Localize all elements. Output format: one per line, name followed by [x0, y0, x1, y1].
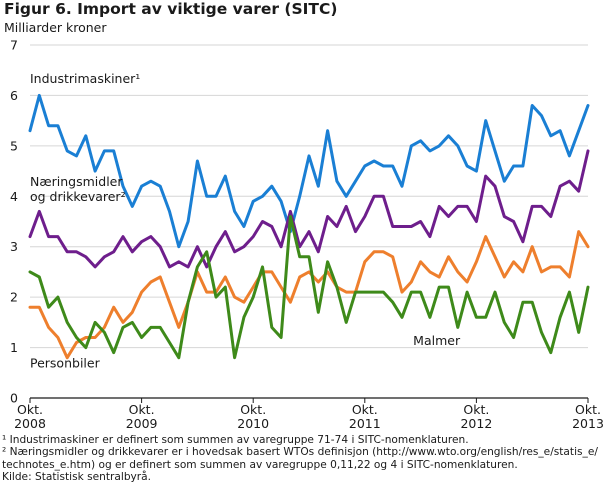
series-label-n-ringsmidler-og-drikkevarer: og drikkevarer² [30, 189, 126, 204]
figure-title: Figur 6. Import av viktige varer (SITC) [4, 0, 338, 18]
source-note: Kilde: Statistisk sentralbyrå. [2, 470, 152, 483]
x-axis: Okt.2008Okt.2009Okt.2010Okt.2011Okt.2012… [14, 397, 604, 430]
series-line-industrimaskiner [28, 93, 590, 249]
x-tick-label: Okt. [240, 402, 266, 417]
series-label-industrimaskiner: Industrimaskiner¹ [30, 71, 140, 86]
y-tick-label: 6 [10, 88, 18, 103]
series-label-personbiler: Personbiler [30, 356, 101, 371]
x-tick-label-year: 2012 [460, 416, 492, 430]
x-tick-label-year: 2010 [237, 416, 269, 430]
y-tick-label: 4 [10, 189, 18, 204]
footnote-naeringsmidler: ² Næringsmidler og drikkevarer er i hove… [2, 446, 598, 459]
footnote-naeringsmidler-cont: technotes_e.htm) og er definert som summ… [2, 458, 518, 471]
y-tick-label: 3 [10, 239, 18, 254]
x-tick-label: Okt. [575, 402, 601, 417]
series-lines [28, 93, 590, 360]
y-axis-unit: Milliarder kroner [4, 20, 107, 35]
y-tick-label: 0 [10, 391, 18, 406]
y-tick-label: 2 [10, 290, 18, 305]
x-tick-label-year: 2009 [126, 416, 158, 430]
series-line-malmer [28, 215, 590, 360]
footnotes: ¹ Industrimaskiner er definert som summe… [2, 434, 598, 483]
series-label-malmer: Malmer [413, 333, 461, 348]
x-tick-label-year: 2011 [349, 416, 381, 430]
x-tick-label-year: 2008 [14, 416, 46, 430]
x-tick-label-year: 2013 [572, 416, 604, 430]
x-tick-label: Okt. [129, 402, 155, 417]
x-tick-label: Okt. [17, 402, 43, 417]
x-tick-label: Okt. [352, 402, 378, 417]
footnote-industrimaskiner: ¹ Industrimaskiner er definert som summe… [2, 434, 469, 446]
y-axis-ticks: 0 1 2 3 4 5 6 7 [10, 38, 18, 406]
y-tick-label: 1 [10, 340, 18, 355]
series-label-n-ringsmidler-og-drikkevarer: Næringsmidler [30, 174, 123, 189]
y-tick-label: 5 [10, 138, 18, 153]
x-tick-label: Okt. [463, 402, 489, 417]
series-line-personbiler [28, 230, 590, 360]
series-line-n-ringsmidler-og-drikkevarer [28, 149, 590, 269]
y-tick-label: 7 [10, 38, 18, 53]
